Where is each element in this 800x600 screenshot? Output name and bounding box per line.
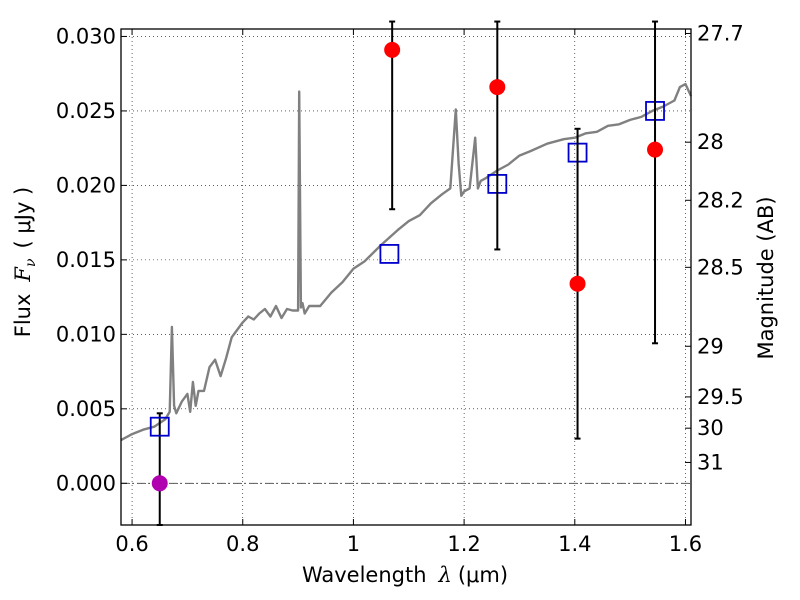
x-tick-label: 1.6 — [669, 532, 702, 556]
y-tick-label: 0.010 — [56, 322, 116, 346]
y2-tick-label: 30 — [697, 416, 724, 440]
x-tick-label: 1 — [347, 532, 360, 556]
nondetection-point — [151, 475, 168, 492]
detection-point — [569, 275, 586, 292]
y2-tick-label: 28.2 — [697, 188, 744, 212]
x-tick-label: 0.6 — [115, 532, 148, 556]
plot-area — [120, 20, 693, 526]
x-tick-label: 1.2 — [447, 532, 480, 556]
y-tick-label: 0.020 — [56, 173, 116, 197]
y2-axis-title: Magnitude (AB) — [754, 196, 778, 359]
detection-point — [647, 141, 664, 158]
y2-tick-label: 29 — [697, 334, 724, 358]
y-tick-label: 0.025 — [56, 99, 116, 123]
x-tick-label: 0.8 — [226, 532, 259, 556]
x-tick-label: 1.4 — [558, 532, 591, 556]
x-axis-title: Wavelength λ (μm) — [302, 563, 508, 587]
y-axis-title: FluxFν( μJy ) — [11, 187, 39, 337]
model-photometry-point — [149, 416, 170, 437]
model-spectrum-line — [120, 82, 693, 442]
model-photometry-point — [379, 244, 400, 264]
grid — [121, 29, 691, 525]
y-tick-label: 0.005 — [56, 397, 116, 421]
y2-tick-label: 28.5 — [697, 255, 744, 279]
y2-tick-label: 28 — [697, 130, 724, 154]
y-tick-label: 0.015 — [56, 248, 116, 272]
plot-frame — [120, 28, 692, 526]
detection-point — [384, 41, 401, 58]
y2-tick-label: 27.7 — [697, 21, 744, 45]
y2-tick-label: 29.5 — [697, 385, 744, 409]
y-tick-label: 0.000 — [56, 471, 116, 495]
y2-tick-label: 31 — [697, 450, 724, 474]
detection-point — [489, 79, 506, 96]
axis-ticks: 0.6 0.8 1 1.2 1.4 1.6 0.000 0.005 0.010 0.015 0.02… — [56, 21, 744, 556]
y-tick-label: 0.030 — [56, 24, 116, 48]
